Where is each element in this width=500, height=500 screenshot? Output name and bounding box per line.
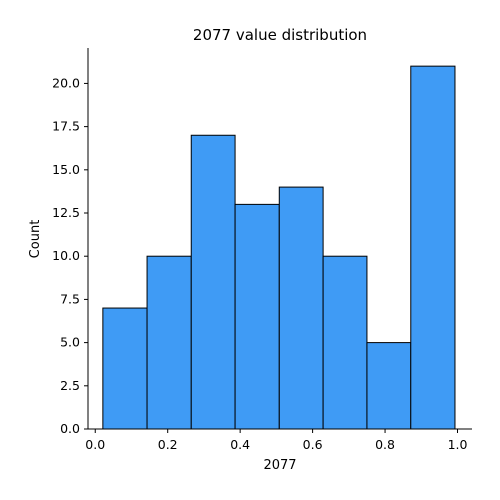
- histogram-bar-7: [410, 65, 456, 430]
- histogram-bar-3: [234, 203, 280, 430]
- y-tick-label-1: 2.5: [60, 378, 80, 393]
- x-tick-label-1: 0.2: [158, 437, 178, 452]
- y-tick-label-0: 0.0: [60, 421, 80, 436]
- x-tick-label-5: 1.0: [448, 437, 468, 452]
- histogram-bar-0: [102, 307, 148, 430]
- y-tick-label-7: 17.5: [52, 119, 80, 134]
- histogram-bar-5: [322, 255, 368, 430]
- y-ticks: 0.0 2.5 5.0 7.5 10.0 12.5 15.0 17.5 20.0: [52, 75, 88, 436]
- x-tick-label-0: 0.0: [85, 437, 105, 452]
- y-tick-label-3: 7.5: [60, 291, 80, 306]
- histogram-bar-6: [366, 342, 412, 430]
- y-tick-label-6: 15.0: [52, 162, 80, 177]
- x-tick-label-4: 0.8: [375, 437, 395, 452]
- y-tick-label-2: 5.0: [60, 335, 80, 350]
- y-tick-label-5: 12.5: [52, 205, 80, 220]
- chart-title: 2077 value distribution: [193, 26, 367, 44]
- bars-layer: [102, 65, 456, 430]
- x-axis-label: 2077: [263, 458, 296, 473]
- histogram-bar-1: [146, 255, 192, 430]
- y-axis-label: Count: [28, 220, 43, 259]
- histogram-bar-4: [278, 186, 324, 430]
- y-tick-label-8: 20.0: [52, 75, 80, 90]
- y-tick-label-4: 10.0: [52, 248, 80, 263]
- x-ticks: 0.0 0.2 0.4 0.6 0.8 1.0: [85, 429, 467, 452]
- x-tick-label-2: 0.4: [230, 437, 250, 452]
- x-tick-label-3: 0.6: [303, 437, 323, 452]
- histogram-bar-2: [190, 134, 236, 430]
